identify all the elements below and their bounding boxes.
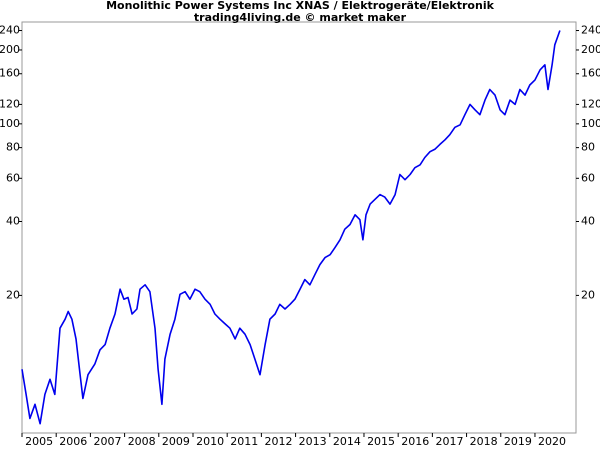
y-tick-label-right: 160 bbox=[581, 67, 600, 80]
y-tick-label: 240 bbox=[0, 24, 20, 37]
y-tick-label: 40 bbox=[6, 215, 20, 228]
x-tick-label: 2011 bbox=[230, 435, 258, 448]
x-tick-label: 2019 bbox=[504, 435, 532, 448]
x-tick-label: 2006 bbox=[59, 435, 87, 448]
y-tick-label: 160 bbox=[0, 67, 20, 80]
x-tick-label: 2020 bbox=[538, 435, 566, 448]
x-tick-label: 2009 bbox=[162, 435, 190, 448]
x-tick-label: 2010 bbox=[196, 435, 224, 448]
y-tick-label-right: 100 bbox=[581, 117, 600, 130]
x-tick-label: 2014 bbox=[333, 435, 361, 448]
chart-title: Monolithic Power Systems Inc XNAS / Elek… bbox=[106, 0, 495, 12]
x-tick-label: 2012 bbox=[264, 435, 292, 448]
x-tick-label: 2018 bbox=[470, 435, 498, 448]
x-tick-label: 2013 bbox=[299, 435, 327, 448]
y-tick-label-right: 20 bbox=[581, 288, 595, 301]
y-tick-label: 80 bbox=[6, 141, 20, 154]
x-tick-label: 2016 bbox=[401, 435, 429, 448]
y-tick-label: 20 bbox=[6, 288, 20, 301]
y-tick-label-right: 200 bbox=[581, 43, 600, 56]
plot-frame bbox=[21, 21, 577, 434]
y-tick-label-right: 80 bbox=[581, 141, 595, 154]
y-tick-label-right: 40 bbox=[581, 215, 595, 228]
y-tick-label-right: 60 bbox=[581, 171, 595, 184]
x-tick-label: 2008 bbox=[128, 435, 156, 448]
y-tick-label-right: 240 bbox=[581, 24, 600, 37]
x-tick-label: 2005 bbox=[25, 435, 53, 448]
y-tick-label-right: 120 bbox=[581, 97, 600, 110]
x-tick-label: 2017 bbox=[435, 435, 463, 448]
y-tick-label: 60 bbox=[6, 171, 20, 184]
x-tick-label: 2015 bbox=[367, 435, 395, 448]
x-tick-label: 2007 bbox=[93, 435, 121, 448]
y-tick-label: 120 bbox=[0, 97, 20, 110]
price-line bbox=[21, 30, 561, 425]
y-tick-label: 100 bbox=[0, 117, 20, 130]
y-tick-label: 200 bbox=[0, 43, 20, 56]
chart-subtitle: trading4living.de © market maker bbox=[194, 11, 407, 24]
